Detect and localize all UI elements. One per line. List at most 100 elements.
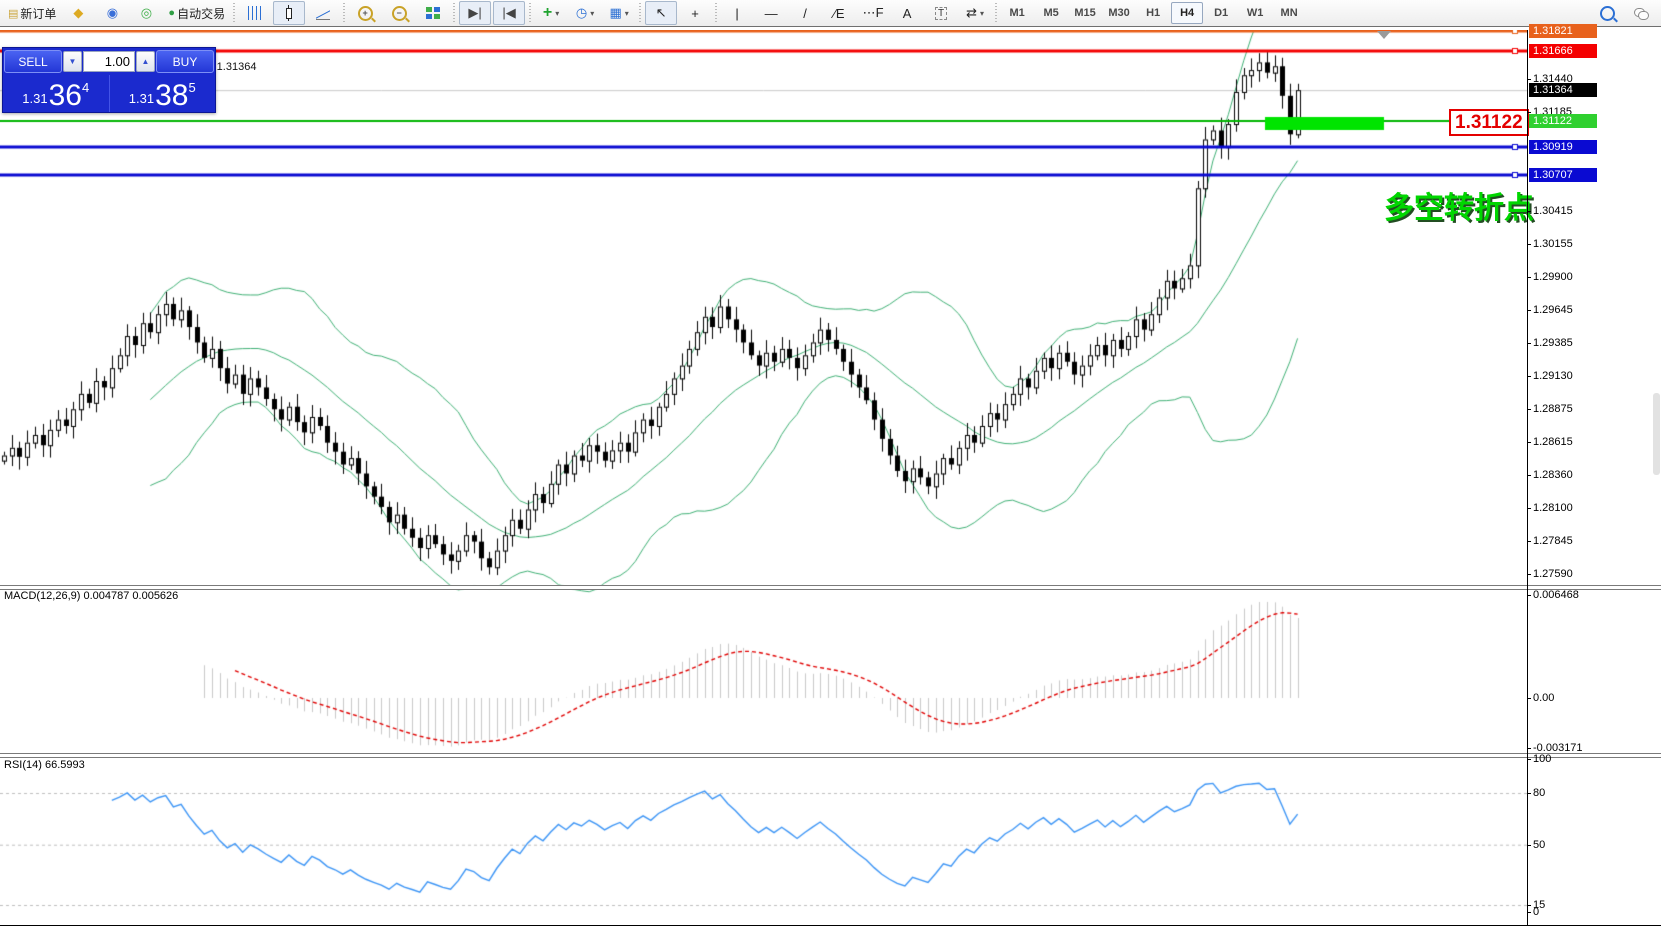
new-order-button-icon: ▤ <box>8 7 19 20</box>
price-tick-label: 1.27590 <box>1527 568 1573 580</box>
chart-shift-button[interactable]: |◀ <box>493 1 526 25</box>
community-icon-icon: ◉ <box>106 5 119 20</box>
text-label-icon: T <box>935 6 948 20</box>
sell-button[interactable]: SELL <box>4 50 62 73</box>
tile-windows-button-icon <box>426 7 441 19</box>
autotrade-button[interactable]: ● 自动交易 <box>164 1 229 25</box>
horizontal-line-button[interactable]: — <box>755 1 787 25</box>
rsi-tick-label: 0 <box>1527 906 1539 918</box>
ask-price-small: 1.31 <box>128 91 155 106</box>
fibonacci-button[interactable]: ⋯F <box>857 1 889 25</box>
timeframe-h1-button[interactable]: H1 <box>1146 7 1161 19</box>
line-chart-button[interactable] <box>307 1 339 25</box>
timeframe-m1-button[interactable]: M1 <box>1009 7 1025 19</box>
vertical-line-button-icon: | <box>735 5 739 21</box>
rsi-tick-label: 100 <box>1527 753 1551 765</box>
trendline-button[interactable]: / <box>789 1 821 25</box>
toolbar-separator <box>715 3 718 23</box>
volume-input[interactable]: 1.00 <box>83 51 135 72</box>
cursor-button-icon: ↖ <box>655 5 667 20</box>
autoscroll-button-icon: ▶| <box>468 5 482 20</box>
ask-price-big: 38 <box>155 79 189 112</box>
periods-button[interactable]: ◷ ▾ <box>569 1 601 25</box>
templates-button[interactable]: ▦ ▾ <box>603 1 635 25</box>
line-chart-icon <box>316 7 331 20</box>
macd-tick-label: 0.006468 <box>1527 589 1579 601</box>
price-tick-label: 1.29385 <box>1527 337 1573 349</box>
chart-canvas[interactable] <box>0 30 1527 925</box>
volume-decrease-button[interactable]: ▼ <box>63 51 82 72</box>
search-button[interactable] <box>1591 1 1623 25</box>
trendline-button-icon: / <box>803 5 807 21</box>
autoscroll-button[interactable]: ▶| <box>459 1 492 25</box>
arrows-button-icon: ⇄ <box>966 5 978 20</box>
rsi-tick-label: 80 <box>1527 787 1545 799</box>
dropdown-arrow-icon[interactable]: ▾ <box>624 8 629 18</box>
timeframe-m15-button[interactable]: M15 <box>1074 7 1096 19</box>
time-axis-line <box>0 925 1661 926</box>
zoom-in-button[interactable]: + <box>349 1 381 25</box>
price-badge: 1.30707 <box>1529 167 1597 182</box>
pane-separator[interactable] <box>0 585 1661 590</box>
ask-price-sup: 5 <box>188 80 196 95</box>
dropdown-arrow-icon[interactable]: ▾ <box>590 8 595 18</box>
pane-separator[interactable] <box>0 753 1661 758</box>
timeframe-h4-button[interactable]: H4 <box>1171 2 1204 24</box>
buy-button[interactable]: BUY <box>156 50 214 73</box>
toolbar-separator <box>453 3 456 23</box>
zoom-out-button-icon: − <box>391 5 407 21</box>
dropdown-arrow-icon[interactable]: ▾ <box>980 8 985 18</box>
indicators-button[interactable]: + ▾ <box>535 1 567 25</box>
timeframe-m5-button[interactable]: M5 <box>1043 7 1059 19</box>
dropdown-arrow-icon[interactable]: ▾ <box>555 8 560 18</box>
cursor-button[interactable]: ↖ <box>645 1 678 25</box>
price-tick-label: 1.29130 <box>1527 370 1573 382</box>
horizontal-line-button-icon: — <box>764 5 778 21</box>
price-tick-label: 1.31440 <box>1527 73 1573 85</box>
bar-chart-button[interactable] <box>239 1 271 25</box>
candlestick-chart-button[interactable] <box>273 1 306 25</box>
community-icon[interactable]: ◉ <box>96 1 128 25</box>
bid-price-sup: 4 <box>81 80 90 95</box>
mql-market-icon[interactable]: ◆ <box>62 1 94 25</box>
chart-shift-marker-icon[interactable] <box>1377 31 1391 39</box>
new-order-button-label: 新订单 <box>20 6 57 21</box>
text-button[interactable]: A <box>891 1 923 25</box>
fibonacci-button-icon: ⋯F <box>862 5 884 20</box>
arrows-button[interactable]: ⇄ ▾ <box>959 1 991 25</box>
timeframe-w1-button[interactable]: W1 <box>1246 7 1264 19</box>
tile-windows-button[interactable] <box>417 1 449 25</box>
equidistant-channel-button[interactable]: ∕E <box>823 1 855 25</box>
signals-icon[interactable]: ◎ <box>130 1 162 25</box>
text-button-icon: A <box>902 5 912 21</box>
chat-button[interactable] <box>1625 1 1657 25</box>
vertical-line-button[interactable]: | <box>721 1 753 25</box>
timeframe-m30-button[interactable]: M30 <box>1108 7 1130 19</box>
volume-increase-button[interactable]: ▲ <box>136 51 155 72</box>
bid-price-small: 1.31 <box>22 91 48 106</box>
search-icon <box>1599 5 1615 21</box>
signals-icon-icon: ◎ <box>140 5 153 20</box>
price-badge: 1.31666 <box>1529 44 1597 59</box>
scrollbar-thumb[interactable] <box>1653 393 1660 475</box>
price-badge: 1.30919 <box>1529 140 1597 155</box>
text-label-button[interactable]: T <box>925 1 957 25</box>
chat-bubbles-icon <box>1633 7 1649 20</box>
timeframe-d1-button[interactable]: D1 <box>1214 7 1229 19</box>
mql-market-icon-icon: ◆ <box>73 5 84 20</box>
macd-tick-label: 0.00 <box>1527 692 1554 704</box>
ask-price-display[interactable]: 1.31 38 5 <box>110 75 216 112</box>
zoom-in-button-icon: + <box>357 5 373 21</box>
timeframe-mn-button[interactable]: MN <box>1280 7 1298 19</box>
one-click-trading-panel: SELL ▼ 1.00 ▲ BUY 1.31 36 4 1.31 38 5 <box>2 47 216 113</box>
horizontal-line-price-label[interactable]: 1.31122 <box>1449 109 1529 136</box>
zoom-out-button[interactable]: − <box>383 1 415 25</box>
price-axis-line <box>1527 30 1528 925</box>
price-badge: 1.31364 <box>1529 83 1597 98</box>
rsi-tick-label: 15 <box>1527 899 1545 911</box>
new-order-button[interactable]: ▤ 新订单 <box>4 1 60 25</box>
bid-price-display[interactable]: 1.31 36 4 <box>3 75 110 112</box>
crosshair-button[interactable]: + <box>679 1 711 25</box>
autotrade-button-label: 自动交易 <box>177 6 226 21</box>
